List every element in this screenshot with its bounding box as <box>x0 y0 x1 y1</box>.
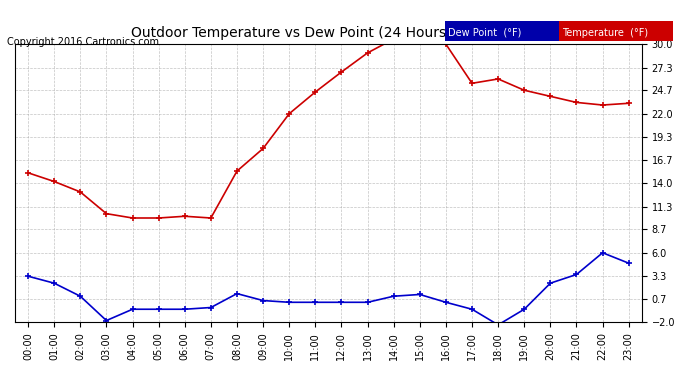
Title: Outdoor Temperature vs Dew Point (24 Hours) 20160302: Outdoor Temperature vs Dew Point (24 Hou… <box>131 26 526 40</box>
Text: Copyright 2016 Cartronics.com: Copyright 2016 Cartronics.com <box>7 37 159 47</box>
Text: Dew Point  (°F): Dew Point (°F) <box>448 28 522 38</box>
Text: Temperature  (°F): Temperature (°F) <box>562 28 649 38</box>
